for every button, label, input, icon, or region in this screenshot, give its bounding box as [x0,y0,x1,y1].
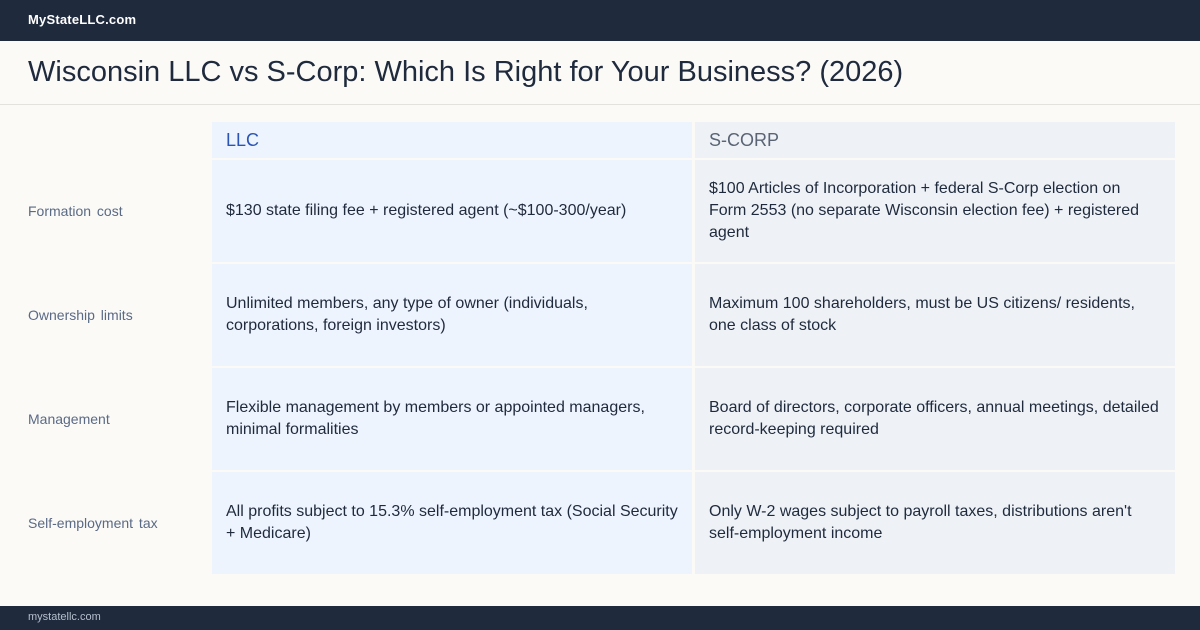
title-divider [0,104,1200,105]
table-corner [0,122,209,158]
row-label-formation-cost: Formation cost [28,203,123,219]
footer-bar: mystatellc.com [0,606,1200,630]
llc-self-employment-tax: All profits subject to 15.3% self-employ… [212,472,692,574]
llc-management: Flexible management by members or appoin… [212,368,692,470]
row-label-management: Management [28,411,110,427]
llc-formation-cost: $130 state filing fee + registered agent… [212,160,692,262]
comparison-table: LLC S-CORP Formation cost $130 state fil… [0,122,1200,574]
row-label-ownership-limits: Ownership limits [28,307,133,323]
scorp-management: Board of directors, corporate officers, … [695,368,1175,470]
page-title: Wisconsin LLC vs S-Corp: Which Is Right … [28,56,904,88]
scorp-ownership-limits: Maximum 100 shareholders, must be US cit… [695,264,1175,366]
llc-ownership-limits: Unlimited members, any type of owner (in… [212,264,692,366]
top-bar: MyStateLLC.com [0,0,1200,41]
footer-domain[interactable]: mystatellc.com [28,611,101,623]
column-header-scorp: S-CORP [695,122,1175,158]
scorp-self-employment-tax: Only W-2 wages subject to payroll taxes,… [695,472,1175,574]
brand-name[interactable]: MyStateLLC.com [28,12,137,27]
column-header-llc: LLC [212,122,692,158]
row-label-self-employment-tax: Self-employment tax [28,515,158,531]
scorp-formation-cost: $100 Articles of Incorporation + federal… [695,160,1175,262]
